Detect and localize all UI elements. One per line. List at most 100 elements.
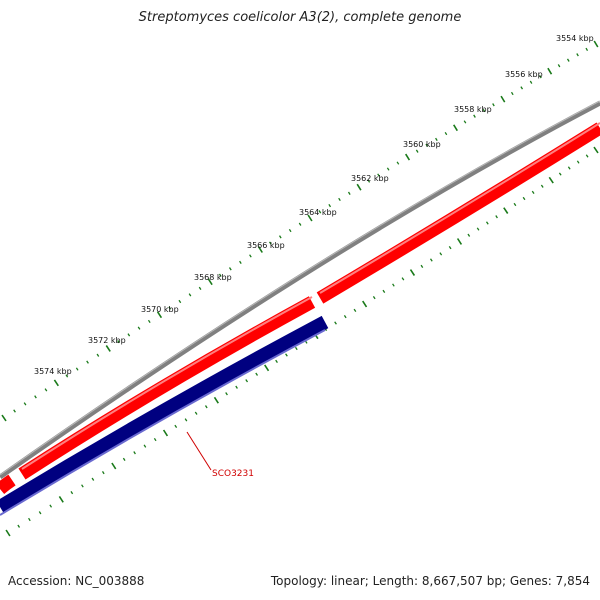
major-tick: [156, 311, 163, 319]
minor-tick: [558, 172, 562, 176]
minor-tick: [168, 306, 172, 310]
tick-label: 3564 kbp: [299, 208, 337, 217]
minor-tick: [288, 228, 292, 233]
minor-tick: [86, 360, 89, 364]
minor-tick: [576, 160, 580, 164]
tick-label: 3574 kbp: [34, 367, 72, 376]
minor-tick: [328, 203, 332, 208]
reverse-gene-highlight: [0, 329, 326, 516]
minor-tick: [188, 293, 192, 297]
gene-label-sco3231[interactable]: SCO3231: [212, 469, 254, 479]
minor-tick: [473, 114, 476, 118]
minor-tick: [343, 315, 347, 319]
major-tick: [456, 238, 463, 245]
minor-tick: [463, 120, 467, 124]
major-tick: [307, 214, 313, 222]
major-tick: [453, 124, 458, 132]
minor-tick: [444, 131, 448, 136]
forward-gene-highlight: [319, 122, 600, 294]
genome-backbone: [0, 100, 600, 480]
major-tick: [257, 246, 263, 253]
minor-tick: [347, 191, 351, 195]
minor-tick: [65, 374, 69, 378]
forward-gene-highlight: [21, 296, 313, 470]
minor-tick: [529, 80, 533, 84]
minor-tick: [485, 221, 489, 225]
tick-label: 3558 kbp: [454, 105, 492, 114]
minor-tick: [13, 409, 16, 413]
forward-gene[interactable]: [316, 122, 600, 304]
minor-tick: [285, 353, 288, 357]
minor-tick: [567, 166, 571, 170]
accession-text: Accession: NC_003888: [8, 574, 145, 588]
forward-gene-track: [0, 122, 600, 495]
major-tick: [500, 95, 506, 103]
minor-tick: [174, 424, 178, 428]
minor-tick: [268, 241, 272, 245]
minor-tick: [34, 395, 37, 399]
minor-tick: [147, 319, 151, 324]
minor-tick: [522, 196, 526, 201]
minor-tick: [585, 154, 589, 158]
minor-tick: [225, 392, 228, 396]
minor-tick: [38, 511, 42, 515]
major-tick: [162, 429, 169, 437]
minor-tick: [96, 353, 100, 357]
minor-tick: [255, 372, 259, 376]
minor-tick: [392, 283, 395, 287]
minor-tick: [198, 286, 202, 290]
forward-gene[interactable]: [18, 296, 316, 480]
page-title: Streptomyces coelicolor A3(2), complete …: [138, 10, 462, 25]
minor-tick: [386, 167, 390, 171]
tick-label: 3572 kbp: [88, 336, 126, 345]
major-tick: [207, 278, 213, 286]
tick-labels: 3554 kbp 3556 kbp 3558 kbp 3560 kbp 3562…: [34, 34, 594, 376]
genome-backbone-highlight: [0, 100, 600, 476]
major-tick: [356, 183, 362, 191]
minor-tick: [482, 108, 486, 113]
minor-tick: [520, 86, 524, 90]
minor-tick: [17, 524, 21, 528]
minor-tick: [334, 321, 337, 325]
major-tick: [547, 67, 553, 75]
tick-label: 3570 kbp: [141, 305, 179, 314]
forward-gene[interactable]: [0, 474, 16, 495]
minor-tick: [396, 161, 400, 165]
minor-tick: [585, 47, 589, 52]
minor-tick: [127, 333, 131, 337]
minor-tick: [91, 477, 95, 481]
minor-tick: [75, 367, 79, 371]
minor-tick: [137, 326, 141, 330]
outer-tick-track: [1, 40, 599, 422]
minor-tick: [531, 190, 535, 194]
minor-tick: [23, 402, 27, 406]
major-tick: [362, 300, 368, 308]
minor-tick: [44, 388, 48, 392]
major-tick: [105, 345, 111, 352]
minor-tick: [122, 457, 126, 461]
minor-tick: [372, 296, 376, 300]
minor-tick: [194, 411, 198, 415]
major-tick: [548, 176, 554, 184]
minor-tick: [492, 103, 495, 107]
minor-tick: [448, 246, 452, 250]
minor-tick: [235, 385, 238, 389]
minor-tick: [298, 222, 302, 226]
minor-tick: [415, 149, 419, 153]
minor-tick: [429, 258, 433, 262]
major-tick: [213, 396, 219, 404]
major-tick: [1, 414, 7, 422]
gene-label-leader: [186, 431, 212, 471]
minor-tick: [476, 227, 480, 231]
major-tick: [593, 40, 599, 48]
minor-tick: [81, 484, 84, 488]
major-tick: [409, 269, 416, 276]
reverse-gene[interactable]: [0, 315, 329, 513]
reverse-gene-track: [0, 315, 329, 516]
major-tick: [58, 495, 64, 503]
major-tick: [405, 153, 411, 161]
minor-tick: [539, 75, 542, 79]
minor-tick: [294, 346, 298, 351]
minor-tick: [278, 235, 282, 239]
minor-tick: [338, 197, 341, 202]
